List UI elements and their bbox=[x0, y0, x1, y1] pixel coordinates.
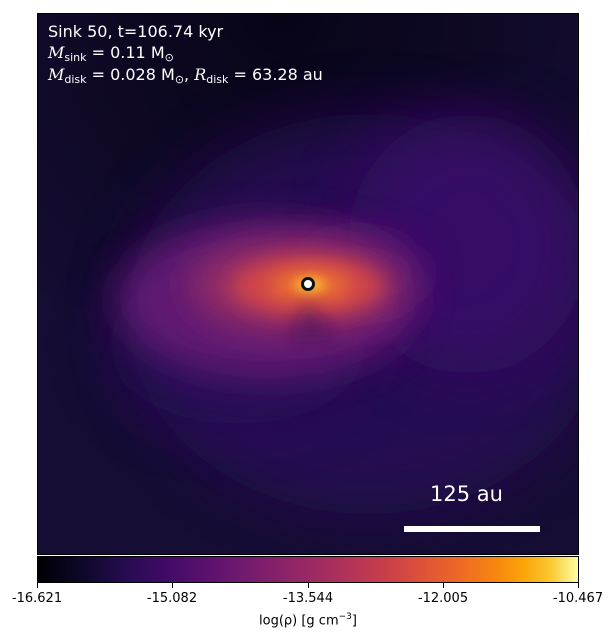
colorbar-tick-label: -12.005 bbox=[417, 591, 469, 606]
density-map-panel: Sink 50, t=106.74 kyr Msink = 0.11 M⊙ Md… bbox=[37, 13, 579, 555]
scale-bar bbox=[404, 526, 540, 532]
sink-marker bbox=[301, 277, 315, 291]
colorbar-tick bbox=[308, 583, 309, 588]
density-map bbox=[38, 14, 578, 554]
scale-bar-label: 125 au bbox=[430, 482, 503, 506]
colorbar-tick-label: -16.621 bbox=[11, 591, 63, 606]
colorbar-tick bbox=[37, 583, 38, 588]
colorbar-label: log(ρ) [g cm−3] bbox=[259, 612, 357, 629]
colorbar-tick bbox=[172, 583, 173, 588]
colorbar-tick-label: -10.467 bbox=[552, 591, 604, 606]
colorbar-tick bbox=[443, 583, 444, 588]
colorbar-tick-label: -13.544 bbox=[282, 591, 334, 606]
colorbar bbox=[37, 556, 579, 583]
sink-time-label: Sink 50, t=106.74 kyr bbox=[48, 22, 224, 41]
sink-mass-label: Msink = 0.11 M⊙ bbox=[48, 43, 174, 64]
colorbar-tick bbox=[578, 583, 579, 588]
disk-properties-label: Mdisk = 0.028 M⊙, Rdisk = 63.28 au bbox=[48, 65, 323, 86]
colorbar-tick-label: -15.082 bbox=[146, 591, 198, 606]
